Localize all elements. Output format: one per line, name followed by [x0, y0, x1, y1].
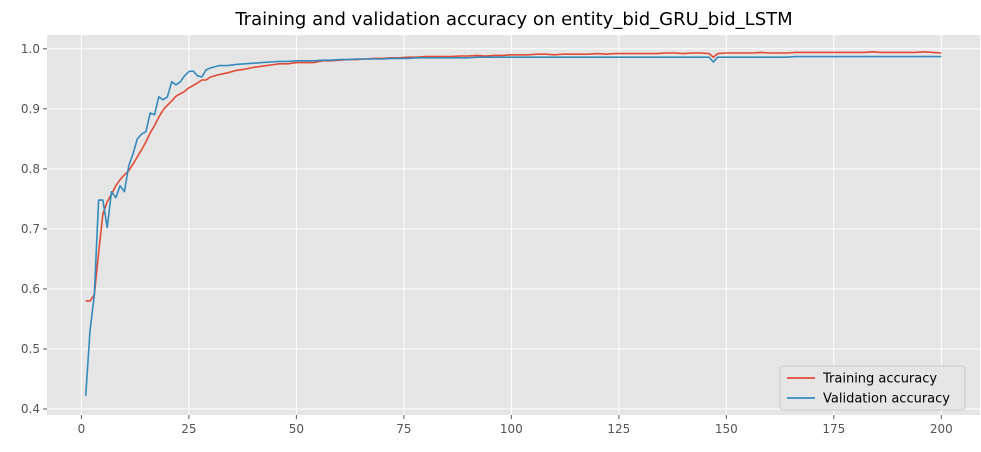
- x-tick-label: 200: [930, 422, 953, 436]
- series-lines: [84, 50, 942, 396]
- y-tick-label: 1.0: [21, 42, 40, 56]
- x-tick-label: 100: [500, 422, 523, 436]
- y-tick-label: 0.6: [21, 282, 40, 296]
- y-tick-label: 0.4: [21, 402, 40, 416]
- legend: Training accuracy Validation accuracy: [779, 365, 966, 411]
- y-tick-label: 0.8: [21, 162, 40, 176]
- plot-area: [47, 35, 980, 415]
- training-accuracy-legend-label: Training accuracy: [822, 372, 937, 387]
- chart-title: Training and validation accuracy on enti…: [234, 9, 792, 30]
- legend-box: [779, 365, 966, 411]
- x-tick-label: 175: [822, 422, 845, 436]
- y-tick-label: 0.7: [21, 222, 40, 236]
- x-tick-label: 75: [396, 422, 411, 436]
- y-tick-label: 0.9: [21, 102, 40, 116]
- validation-accuracy-legend-label: Validation accuracy: [823, 392, 950, 407]
- x-tick-label: 25: [181, 422, 196, 436]
- validation-accuracy-line: [84, 55, 942, 396]
- y-tick-label: 0.5: [21, 342, 40, 356]
- training-accuracy-line: [85, 50, 942, 302]
- x-tick-label: 50: [289, 422, 304, 436]
- x-tick-label: 125: [607, 422, 630, 436]
- x-tick-label: 0: [78, 422, 86, 436]
- x-tick-label: 150: [715, 422, 738, 436]
- axis-ticks: 0 25 50 75 100 125 150 175 200 0.4 0.5 0.6 0.7 0.8 0.9…: [21, 42, 953, 436]
